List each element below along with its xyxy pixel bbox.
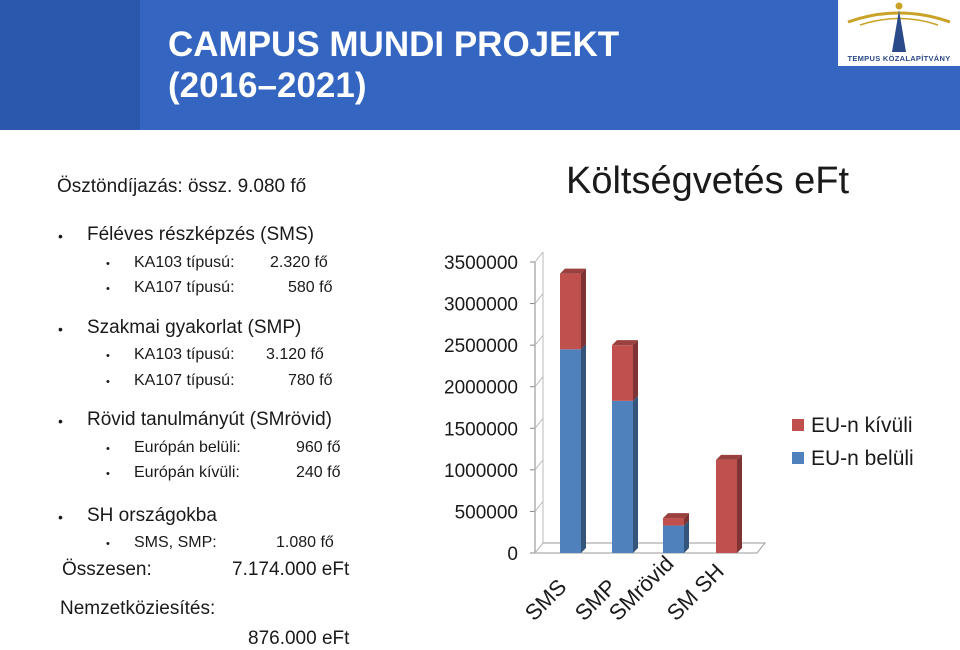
sms-ka103-label: KA103 típusú: [134, 254, 235, 271]
bullet-icon: • [106, 468, 110, 480]
bullet-icon: • [106, 258, 110, 270]
smp-ka107-value: 780 fő [288, 372, 333, 389]
tempus-logo: TEMPUS KÖZALAPÍTVÁNY [838, 0, 960, 66]
bar-top-2 [663, 513, 689, 519]
y-tick-depth [534, 501, 544, 512]
bar-side-1-3 [737, 454, 742, 553]
bullet-icon: • [58, 509, 63, 525]
smrovid-eu-in-value: 960 fő [296, 439, 341, 456]
legend-label: EU-n kívüli [811, 414, 913, 437]
y-tick-depth [534, 334, 544, 346]
y-tick-label: 3500000 [444, 253, 518, 274]
smp-ka107-label: KA107 típusú: [134, 372, 235, 389]
smp-label: Szakmai gyakorlat (SMP) [87, 317, 302, 338]
y-tick-depth [534, 251, 544, 263]
legend-swatch [792, 419, 804, 431]
y-tick-label: 500000 [455, 502, 518, 523]
smrovid-label: Rövid tanulmányút (SMrövid) [87, 409, 332, 430]
sh-label: SH országokba [87, 505, 217, 526]
sms-label: Féléves részképzés (SMS) [87, 224, 315, 245]
sh-sms-smp-value: 1.080 fő [276, 534, 334, 551]
bullet-icon: • [58, 413, 63, 429]
bar-eu-out-0 [560, 273, 581, 350]
total-value: 7.174.000 eFt [232, 559, 350, 580]
header-accent [0, 0, 140, 130]
page-title: CAMPUS MUNDI PROJEKT (2016–2021) [168, 24, 619, 106]
bar-side-1-0 [581, 268, 586, 350]
bar-eu-in-1 [612, 400, 633, 553]
scholarship-heading: Ösztöndíjazás: össz. 9.080 fő [57, 176, 307, 197]
x-tick-label: SMS [520, 574, 571, 625]
sms-ka107-label: KA107 típusú: [134, 279, 235, 296]
bar-top-1 [612, 340, 638, 346]
bar-eu-in-2 [663, 525, 684, 553]
smp-ka103-value: 3.120 fő [266, 346, 324, 363]
y-tick-label: 1500000 [444, 419, 518, 440]
y-tick-label: 0 [507, 544, 518, 565]
total-label: Összesen: [62, 559, 152, 580]
bar-side-0-2 [684, 520, 689, 553]
sms-ka103-value: 2.320 fő [270, 254, 328, 271]
bar-top-0 [560, 268, 586, 274]
smrovid-eu-in-label: Európán belüli: [134, 439, 241, 456]
legend-label: EU-n belüli [811, 447, 914, 470]
bullet-icon: • [106, 443, 110, 455]
bar-eu-out-2 [663, 518, 684, 526]
y-tick-label: 1000000 [444, 461, 518, 482]
sms-ka107-value: 580 fő [288, 279, 333, 296]
intl-value: 876.000 eFt [248, 628, 350, 649]
header-bar: CAMPUS MUNDI PROJEKT (2016–2021) TEMPUS … [0, 0, 960, 130]
tempus-emblem-icon [847, 2, 951, 52]
bar-side-0-0 [581, 344, 586, 553]
bullet-icon: • [106, 538, 110, 550]
sh-sms-smp-label: SMS, SMP: [134, 534, 217, 551]
bar-eu-out-3 [716, 459, 737, 553]
bar-side-0-1 [633, 395, 638, 553]
y-tick-depth [534, 459, 544, 471]
bar-eu-in-0 [560, 349, 581, 553]
y-tick-depth [534, 542, 544, 554]
bullet-icon: • [58, 321, 63, 337]
y-tick-depth [534, 376, 544, 388]
logo-text: TEMPUS KÖZALAPÍTVÁNY [847, 54, 951, 63]
bullet-icon: • [106, 350, 110, 362]
chart-title: Költségvetés eFt [566, 160, 850, 202]
smrovid-eu-out-label: Európán kívüli: [134, 464, 240, 481]
y-tick-label: 2000000 [444, 378, 518, 399]
bar-side-1-1 [633, 340, 638, 401]
smrovid-eu-out-value: 240 fő [296, 464, 341, 481]
y-tick-depth [534, 417, 544, 429]
legend-swatch [792, 452, 804, 464]
bar-eu-out-1 [612, 345, 633, 401]
smp-ka103-label: KA103 típusú: [134, 346, 235, 363]
y-tick-label: 3000000 [444, 295, 518, 316]
bar-top-3 [716, 454, 742, 460]
bar-side-1-2 [684, 513, 689, 526]
title-line-1: CAMPUS MUNDI PROJEKT [168, 25, 620, 64]
bullet-icon: • [58, 228, 63, 244]
title-line-2: (2016–2021) [168, 66, 367, 105]
bullet-icon: • [106, 283, 110, 295]
y-tick-label: 2500000 [444, 336, 518, 357]
y-tick-depth [534, 293, 544, 304]
intl-label: Nemzetköziesítés: [60, 598, 216, 619]
bullet-icon: • [106, 376, 110, 388]
